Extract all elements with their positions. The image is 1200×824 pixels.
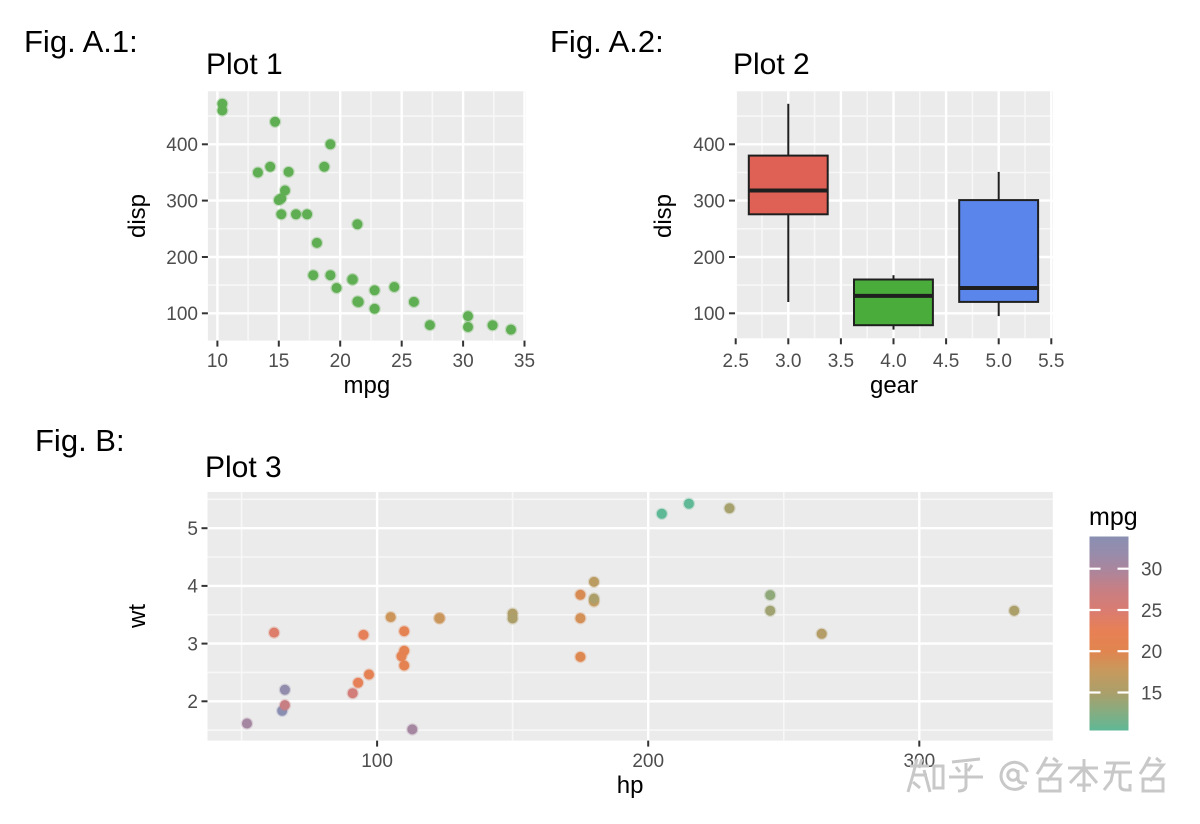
svg-text:4.0: 4.0 (880, 351, 906, 372)
svg-text:4: 4 (187, 577, 198, 598)
svg-text:2.5: 2.5 (722, 351, 748, 372)
svg-text:4.5: 4.5 (933, 351, 959, 372)
svg-text:5.0: 5.0 (985, 351, 1011, 372)
svg-text:100: 100 (361, 751, 393, 772)
svg-text:20: 20 (1141, 642, 1162, 663)
svg-text:Plot 2: Plot 2 (733, 48, 810, 81)
svg-text:5: 5 (187, 519, 198, 540)
svg-text:10: 10 (207, 351, 228, 372)
svg-text:3.5: 3.5 (828, 351, 854, 372)
svg-text:25: 25 (391, 351, 412, 372)
svg-text:20: 20 (330, 351, 351, 372)
svg-text:100: 100 (693, 304, 725, 325)
svg-text:200: 200 (693, 248, 725, 269)
svg-text:mpg: mpg (1089, 503, 1138, 531)
svg-text:5.5: 5.5 (1038, 351, 1064, 372)
svg-text:200: 200 (632, 751, 664, 772)
svg-text:Plot 1: Plot 1 (206, 48, 283, 81)
svg-text:Fig. A.2:: Fig. A.2: (550, 24, 664, 59)
svg-text:15: 15 (1141, 683, 1162, 704)
svg-text:15: 15 (268, 351, 289, 372)
svg-text:300: 300 (903, 751, 935, 772)
svg-text:Plot 3: Plot 3 (205, 451, 282, 484)
svg-text:30: 30 (453, 351, 474, 372)
svg-text:hp: hp (617, 772, 644, 799)
svg-text:Fig. A.1:: Fig. A.1: (24, 24, 138, 59)
svg-text:400: 400 (693, 135, 725, 156)
svg-text:3.0: 3.0 (775, 351, 801, 372)
svg-text:gear: gear (870, 372, 918, 399)
svg-text:mpg: mpg (344, 372, 391, 399)
svg-text:2: 2 (187, 692, 198, 713)
svg-text:300: 300 (693, 191, 725, 212)
svg-text:35: 35 (514, 351, 535, 372)
svg-text:disp: disp (124, 194, 151, 238)
svg-text:25: 25 (1141, 601, 1162, 622)
svg-text:Fig. B:: Fig. B: (35, 423, 125, 458)
svg-text:400: 400 (166, 135, 198, 156)
svg-text:3: 3 (187, 634, 198, 655)
svg-text:disp: disp (650, 194, 677, 238)
svg-text:30: 30 (1141, 560, 1162, 581)
svg-text:wt: wt (124, 604, 151, 629)
svg-text:300: 300 (166, 191, 198, 212)
svg-text:200: 200 (166, 248, 198, 269)
svg-text:100: 100 (166, 304, 198, 325)
